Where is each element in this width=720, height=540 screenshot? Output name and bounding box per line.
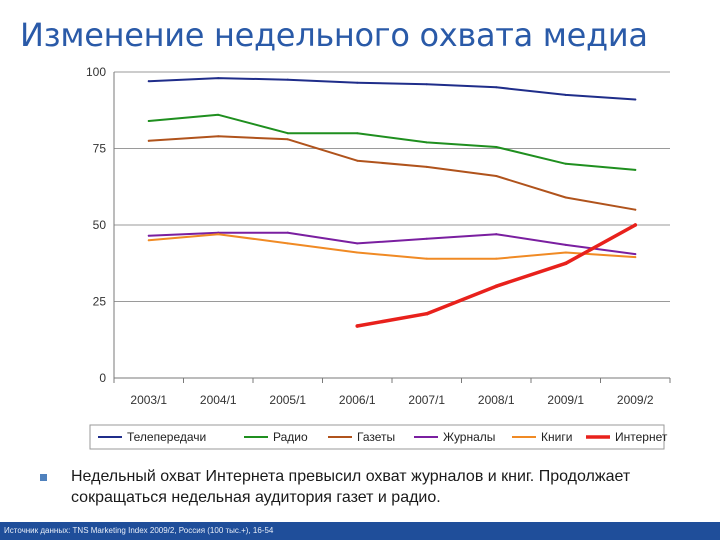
data-point-Журналы [356,242,359,245]
data-point-Радио [217,113,220,116]
legend-label: Газеты [357,430,395,444]
data-point-Радио [147,119,150,122]
legend-box [89,424,665,450]
data-point-Радио [634,168,637,171]
data-point-Газеты [495,175,498,178]
legend-label: Телепередачи [127,430,206,444]
data-point-Интернет [633,223,637,227]
series-line-Книги [147,233,637,260]
data-point-Книги [147,239,150,242]
data-point-Газеты [286,138,289,141]
data-point-Газеты [147,139,150,142]
x-tick-label: 2008/1 [478,393,515,407]
data-point-Книги [286,242,289,245]
series-line-Радио [147,113,637,171]
y-tick-label: 50 [93,218,107,232]
bullet-square-icon [40,474,47,481]
y-tick-label: 25 [93,295,107,309]
data-point-Телепередачи [495,86,498,89]
data-point-Газеты [217,135,220,138]
series-line-Газеты [147,135,637,211]
data-point-Книги [356,251,359,254]
x-tick-label: 2007/1 [408,393,445,407]
y-tick-label: 75 [93,142,107,156]
x-tick-label: 2009/1 [547,393,584,407]
data-point-Радио [564,162,567,165]
x-tick-label: 2004/1 [200,393,237,407]
data-point-Газеты [564,196,567,199]
data-point-Радио [286,132,289,135]
data-point-Книги [564,251,567,254]
x-tick-label: 2009/2 [617,393,654,407]
data-point-Телепередачи [425,83,428,86]
data-point-Радио [495,145,498,148]
data-point-Телепередачи [286,78,289,81]
series-line-Телепередачи [147,77,637,101]
data-point-Интернет [355,324,359,328]
data-point-Телепередачи [564,93,567,96]
data-point-Телепередачи [634,98,637,101]
data-point-Радио [356,132,359,135]
data-point-Газеты [634,208,637,211]
data-point-Радио [425,141,428,144]
data-point-Журналы [425,237,428,240]
x-tick-label: 2006/1 [339,393,376,407]
legend-label: Журналы [443,430,495,444]
legend-label: Радио [273,430,308,444]
legend-label: Книги [541,430,572,444]
data-point-Интернет [425,311,429,316]
data-point-Книги [495,257,498,260]
legend-label: Интернет [615,430,668,444]
bullet-point: Недельный охват Интернета превысил охват… [40,466,700,508]
x-tick-label: 2005/1 [269,393,306,407]
data-point-Журналы [564,243,567,246]
data-point-Журналы [634,253,637,256]
data-point-Журналы [147,234,150,237]
y-tick-label: 100 [86,65,106,79]
data-point-Интернет [564,261,568,265]
data-point-Книги [425,257,428,260]
bullet-text: Недельный охват Интернета превысил охват… [71,468,631,506]
data-point-Интернет [494,284,498,288]
data-point-Газеты [425,165,428,168]
data-point-Журналы [495,233,498,236]
data-point-Телепередачи [147,80,150,83]
source-footer: Источник данных: TNS Marketing Index 200… [0,522,720,540]
data-point-Книги [217,233,220,236]
data-point-Книги [634,256,637,259]
data-point-Газеты [356,159,359,162]
data-point-Телепередачи [356,81,359,84]
slide-title: Изменение недельного охвата медиа [20,16,648,54]
data-point-Телепередачи [217,77,220,80]
series-line-Журналы [147,231,637,256]
x-tick-label: 2003/1 [130,393,167,407]
data-point-Журналы [217,231,220,234]
y-tick-label: 0 [99,371,106,385]
data-point-Журналы [286,231,289,234]
